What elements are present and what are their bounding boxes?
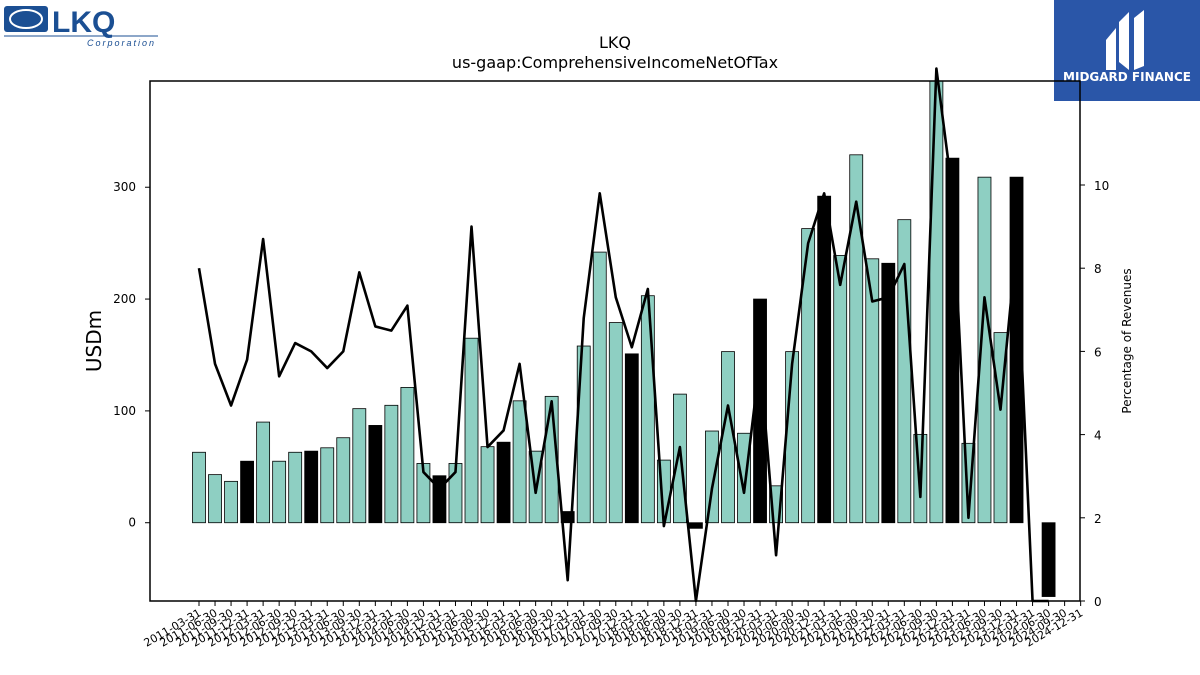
bar-2017-06-30	[592, 251, 607, 524]
bar-2012-12-31	[304, 450, 319, 524]
bar-2015-06-30	[464, 337, 479, 524]
bar-2011-03-31	[192, 451, 206, 524]
bar-2021-03-31	[833, 255, 848, 524]
y-axis-left: 0 100 200 300	[113, 180, 150, 530]
chart-subtitle: us-gaap:ComprehensiveIncomeNetOfTax	[452, 53, 778, 72]
x-axis: 2011-03-312011-06-302011-09-302011-12-31…	[142, 601, 1085, 650]
lkq-logo-swoosh	[9, 9, 43, 29]
midgard-finance-logo: MIDGARD FINANCE	[1054, 0, 1200, 101]
bar-2012-06-30	[272, 460, 287, 524]
bar-2018-12-31	[689, 522, 703, 529]
bar-2011-06-30	[208, 474, 222, 524]
bar-2014-06-30	[400, 387, 415, 524]
bar-series	[192, 80, 1056, 597]
bar-2017-12-31	[624, 353, 639, 524]
bar-2014-12-31	[432, 475, 447, 524]
y2-tick-label: 4	[1094, 429, 1102, 443]
y2-tick-label: 2	[1094, 512, 1102, 526]
y2-axis-label: Percentage of Revenues	[1120, 268, 1134, 413]
bar-2012-03-31	[256, 421, 271, 524]
bar-2013-12-31	[368, 425, 383, 524]
bar-2015-09-30	[480, 446, 495, 524]
lkq-logo-subtext: Corporation	[87, 38, 156, 48]
plot-frame	[149, 80, 1081, 602]
midgard-emblem-icon	[1106, 10, 1144, 70]
lkq-logo-text: LKQ	[52, 6, 115, 39]
y2-tick-label: 10	[1094, 179, 1109, 193]
bar-2017-09-30	[608, 322, 623, 524]
lkq-logo: LKQ Corporation	[4, 4, 160, 48]
y2-tick-label: 8	[1094, 262, 1102, 276]
pct-revenue-polyline	[197, 67, 1049, 603]
bar-2018-03-31	[640, 295, 655, 524]
pct-revenue-line	[197, 67, 1049, 603]
bar-2011-09-30	[224, 480, 238, 524]
bar-2024-06-30	[1041, 522, 1056, 597]
midgard-logo-text: MIDGARD FINANCE	[1063, 70, 1191, 84]
bar-2021-12-31	[881, 262, 896, 524]
y-tick-label: 100	[113, 404, 136, 418]
y-axis-right: 0 2 4 6 8 10	[1080, 179, 1109, 609]
bar-2019-03-31	[705, 430, 719, 524]
bar-2021-06-30	[849, 154, 864, 524]
chart-title: LKQ	[599, 33, 631, 52]
bar-2012-09-30	[288, 451, 303, 524]
bar-2021-09-30	[865, 258, 880, 524]
bar-2020-09-30	[801, 228, 816, 524]
bar-2013-09-30	[352, 408, 367, 524]
bar-2016-03-31	[512, 400, 527, 524]
y2-tick-label: 6	[1094, 345, 1102, 359]
bar-2020-12-31	[817, 195, 832, 524]
bar-2013-06-30	[336, 437, 351, 524]
y-tick-label: 300	[113, 180, 136, 194]
bar-2011-12-31	[240, 460, 254, 524]
bar-2015-12-31	[496, 441, 511, 524]
y2-tick-label: 0	[1094, 595, 1102, 609]
bar-2014-03-31	[384, 404, 399, 524]
bar-2022-09-30	[929, 80, 944, 524]
y-tick-label: 0	[128, 516, 136, 530]
y-axis-label: USDm	[82, 310, 106, 372]
bar-2013-03-31	[320, 447, 335, 524]
y-tick-label: 200	[113, 292, 136, 306]
